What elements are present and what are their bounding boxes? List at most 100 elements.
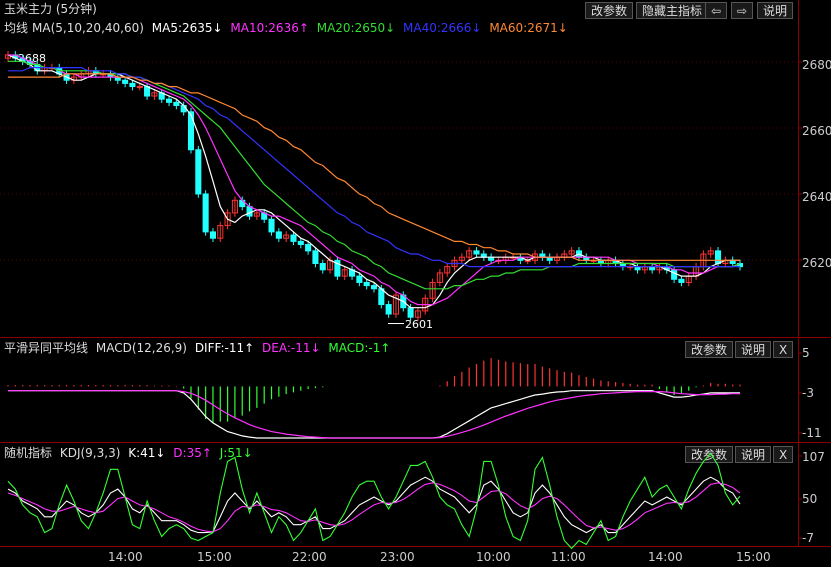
kdj-close-button[interactable]: X bbox=[773, 446, 794, 463]
candle-body bbox=[217, 225, 224, 239]
ma-line-ma5 bbox=[7, 54, 740, 309]
kdj-label: 随机指标 bbox=[4, 446, 53, 460]
candle-body bbox=[166, 98, 173, 103]
macd-params: MACD(12,26,9) bbox=[95, 341, 187, 355]
candle-body bbox=[341, 269, 348, 277]
candle-body bbox=[429, 281, 436, 299]
kdj-legend: 随机指标 KDJ(9,3,3) K:41↓ D:35↑ J:51↓ bbox=[0, 444, 831, 462]
j-line bbox=[7, 452, 741, 550]
macd-value: MACD:-1↑ bbox=[328, 341, 391, 355]
x-tick-2200: 22:00 bbox=[292, 550, 327, 564]
k-value: K:41↓ bbox=[128, 446, 166, 460]
candle-body bbox=[466, 250, 473, 258]
kdj-y-tick-neg7: -7 bbox=[802, 531, 814, 545]
candle-body bbox=[568, 250, 575, 255]
candle-body bbox=[305, 244, 312, 252]
candle-body bbox=[136, 86, 143, 89]
ma10-value: MA10:2636↑ bbox=[230, 21, 309, 35]
candle-body bbox=[151, 92, 158, 97]
x-tick-2300: 23:00 bbox=[380, 550, 415, 564]
instrument-title: 玉米主力 (5分钟) bbox=[4, 2, 97, 16]
candle-body bbox=[187, 111, 195, 151]
candle-body bbox=[407, 307, 414, 318]
macd-y-tick-neg3: -3 bbox=[802, 386, 814, 400]
candle-body bbox=[129, 82, 136, 88]
edit-params-button[interactable]: 改参数 bbox=[585, 2, 634, 19]
ma-label: 均线 bbox=[4, 21, 29, 35]
candle-body bbox=[283, 234, 290, 239]
low-annotation: 2601 bbox=[405, 318, 433, 331]
candle-body bbox=[246, 206, 253, 217]
x-tick-1500b: 15:00 bbox=[736, 550, 771, 564]
panel-divider-1 bbox=[0, 337, 831, 338]
time-axis-line bbox=[0, 546, 831, 547]
arrow-right-icon[interactable]: ⇨ bbox=[731, 2, 754, 19]
kdj-help-button[interactable]: 说明 bbox=[735, 446, 772, 463]
hide-main-indicator-button[interactable]: 隐藏主指标 bbox=[636, 2, 709, 19]
kdj-y-tick-50: 50 bbox=[802, 492, 818, 506]
candle-body bbox=[268, 218, 275, 233]
dea-value: DEA:-11↓ bbox=[262, 341, 321, 355]
candle-body bbox=[370, 285, 378, 290]
candle-body bbox=[334, 259, 341, 277]
ma40-value: MA40:2666↓ bbox=[403, 21, 482, 35]
diff-line bbox=[8, 390, 740, 439]
macd-close-button[interactable]: X bbox=[773, 341, 794, 358]
candle-body bbox=[671, 269, 678, 280]
candle-body bbox=[319, 262, 326, 271]
ma60-value: MA60:2671↓ bbox=[489, 21, 568, 35]
macd-help-button[interactable]: 说明 bbox=[735, 341, 772, 358]
ma5-value: MA5:2635↓ bbox=[151, 21, 223, 35]
candle-body bbox=[678, 278, 685, 283]
candle-body bbox=[444, 266, 451, 274]
candle-body bbox=[122, 79, 129, 84]
panel-divider-2 bbox=[0, 442, 831, 443]
y-tick-2620: 2620 bbox=[802, 256, 831, 270]
candle-body bbox=[253, 212, 260, 217]
candle-body bbox=[458, 256, 465, 261]
x-tick-1400: 14:00 bbox=[108, 550, 143, 564]
diff-value: DIFF:-11↑ bbox=[194, 341, 255, 355]
candle-body bbox=[385, 304, 392, 315]
candle-body bbox=[392, 294, 399, 315]
candle-body bbox=[202, 193, 209, 233]
x-tick-1500: 15:00 bbox=[197, 550, 232, 564]
ma-params: MA(5,10,20,40,60) bbox=[32, 21, 144, 35]
candle-body bbox=[297, 240, 304, 246]
price-axis-line bbox=[798, 0, 799, 547]
y-tick-2660: 2660 bbox=[802, 124, 831, 138]
candle-body bbox=[195, 149, 202, 195]
dea-line bbox=[8, 390, 740, 439]
ma-line-ma60 bbox=[8, 73, 740, 261]
macd-y-tick-neg11: -11 bbox=[802, 426, 822, 440]
help-button[interactable]: 说明 bbox=[757, 2, 794, 19]
x-tick-1000: 10:00 bbox=[476, 550, 511, 564]
candle-body bbox=[436, 272, 443, 283]
candle-body bbox=[312, 250, 319, 264]
arrow-left-icon[interactable]: ⇦ bbox=[705, 2, 728, 19]
j-value: J:51↓ bbox=[219, 446, 253, 460]
candle-body bbox=[363, 281, 370, 287]
candle-body bbox=[275, 231, 282, 239]
candle-body bbox=[231, 199, 238, 214]
kdj-params: KDJ(9,3,3) bbox=[59, 446, 121, 460]
ma20-value: MA20:2650↓ bbox=[316, 21, 396, 35]
macd-label: 平滑异同平均线 bbox=[4, 341, 89, 355]
ma-legend: 均线 MA(5,10,20,40,60) MA5:2635↓ MA10:2636↑… bbox=[0, 19, 831, 37]
candle-body bbox=[715, 250, 722, 264]
candle-body bbox=[473, 250, 480, 255]
kdj-y-tick-107: 107 bbox=[802, 450, 825, 464]
macd-y-tick-5: 5 bbox=[802, 346, 810, 360]
candle-body bbox=[414, 310, 421, 318]
candle-body bbox=[707, 250, 714, 255]
candle-body bbox=[290, 234, 297, 242]
main-header: 玉米主力 (5分钟) bbox=[0, 0, 831, 18]
macd-edit-params-button[interactable]: 改参数 bbox=[685, 341, 734, 358]
candle-body bbox=[209, 231, 216, 239]
y-tick-2680: 2680 bbox=[802, 58, 831, 72]
macd-legend: 平滑异同平均线 MACD(12,26,9) DIFF:-11↑ DEA:-11↓… bbox=[0, 339, 831, 357]
y-tick-2640: 2640 bbox=[802, 190, 831, 204]
candle-body bbox=[224, 212, 231, 227]
x-tick-1100: 11:00 bbox=[551, 550, 586, 564]
